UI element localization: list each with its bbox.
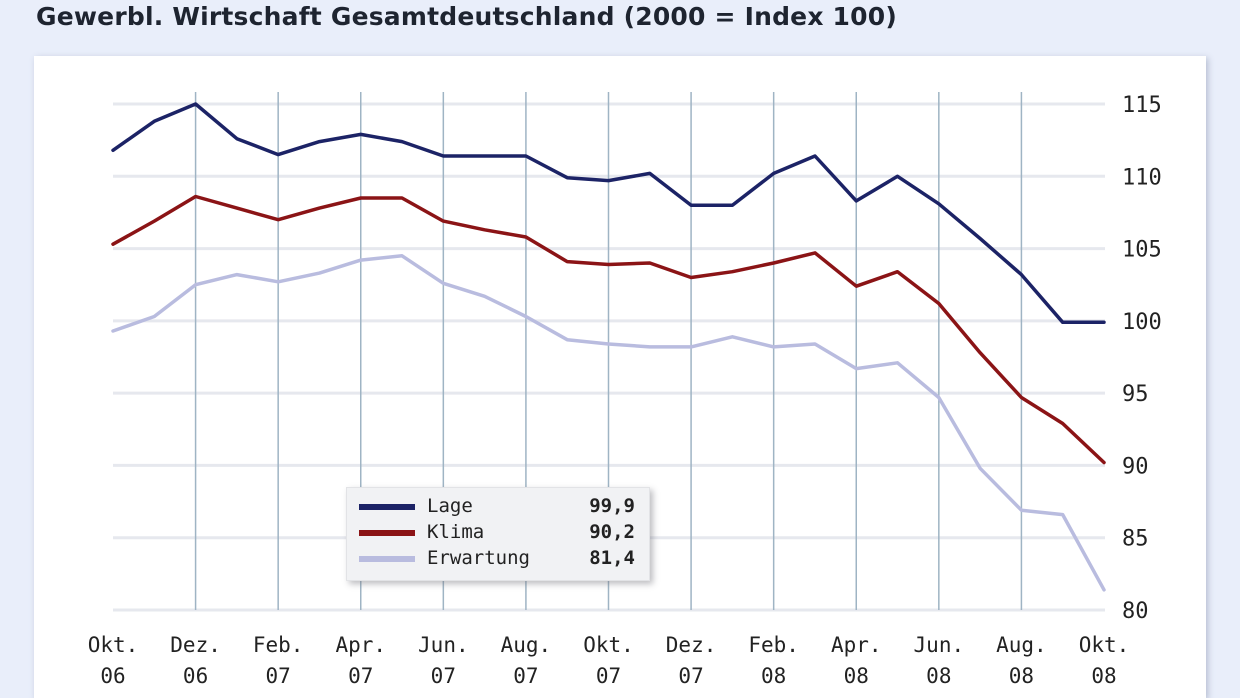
- legend-swatch-klima: [359, 530, 415, 536]
- x-tick-label-month: Okt.: [583, 633, 634, 657]
- x-tick-label-year: 07: [513, 664, 538, 688]
- x-tick-label-year: 08: [844, 664, 869, 688]
- x-tick-label-year: 08: [1091, 664, 1116, 688]
- x-tick-label-year: 06: [183, 664, 208, 688]
- legend-swatch-lage: [359, 504, 415, 510]
- y-tick-label: 80: [1122, 599, 1149, 624]
- y-tick-label: 110: [1122, 165, 1162, 190]
- y-tick-label: 115: [1122, 93, 1162, 118]
- legend-value-lage: 99,9: [589, 495, 635, 517]
- legend-label-lage: Lage: [427, 495, 473, 517]
- x-tick-label-year: 07: [431, 664, 456, 688]
- legend-item-lage: Lage 99,9: [347, 494, 649, 520]
- x-tick-label-month: Jun.: [914, 633, 965, 657]
- x-tick-label-month: Apr.: [831, 633, 882, 657]
- series-lines: [111, 102, 1106, 592]
- x-tick-label-year: 06: [100, 664, 125, 688]
- legend-value-klima: 90,2: [589, 521, 635, 543]
- x-tick-label-month: Apr.: [335, 633, 386, 657]
- y-tick-label: 95: [1122, 382, 1149, 407]
- legend-label-erwartung: Erwartung: [427, 547, 530, 569]
- x-tick-label-month: Feb.: [748, 633, 799, 657]
- legend-label-klima: Klima: [427, 521, 485, 543]
- x-tick-label-year: 08: [761, 664, 786, 688]
- legend: Lage 99,9 Klima 90,2 Erwartung 81,4: [346, 487, 650, 581]
- x-tick-label-year: 07: [348, 664, 373, 688]
- x-tick-label-year: 07: [678, 664, 703, 688]
- y-tick-label: 90: [1122, 454, 1149, 479]
- x-tick-label-month: Feb.: [253, 633, 304, 657]
- series-line-lage: [111, 102, 1106, 325]
- legend-item-klima: Klima 90,2: [347, 520, 649, 546]
- x-tick-label-month: Aug.: [996, 633, 1047, 657]
- x-tick-label-month: Dez.: [666, 633, 717, 657]
- series-line-klima: [111, 194, 1106, 465]
- legend-swatch-erwartung: [359, 556, 415, 562]
- x-tick-label-month: Aug.: [501, 633, 552, 657]
- x-tick-label-year: 08: [926, 664, 951, 688]
- x-tick-label-year: 08: [1009, 664, 1034, 688]
- x-tick-label-month: Jun.: [418, 633, 469, 657]
- x-tick-label-month: Okt.: [88, 633, 139, 657]
- x-tick-label-year: 07: [596, 664, 621, 688]
- page-title: Gewerbl. Wirtschaft Gesamtdeutschland (2…: [36, 2, 897, 31]
- y-tick-label: 100: [1122, 310, 1162, 335]
- series-line-erwartung: [111, 254, 1106, 592]
- y-tick-label: 105: [1122, 238, 1162, 263]
- y-axis-tick-labels: 115 110 105 100 95 90 85 80: [1122, 93, 1162, 624]
- x-tick-label-month: Dez.: [170, 633, 221, 657]
- x-tick-label-year: 07: [266, 664, 291, 688]
- legend-value-erwartung: 81,4: [589, 547, 635, 569]
- vertical-gridlines: [194, 92, 1023, 610]
- y-tick-label: 85: [1122, 527, 1149, 552]
- legend-item-erwartung: Erwartung 81,4: [347, 546, 649, 572]
- chart-panel: [34, 56, 1206, 698]
- x-axis-tick-labels: Okt. 06 Dez. 06 Feb. 07 Apr. 07 Jun. 07 Aug. 07 Okt.…: [88, 633, 1130, 688]
- x-tick-label-month: Okt.: [1079, 633, 1130, 657]
